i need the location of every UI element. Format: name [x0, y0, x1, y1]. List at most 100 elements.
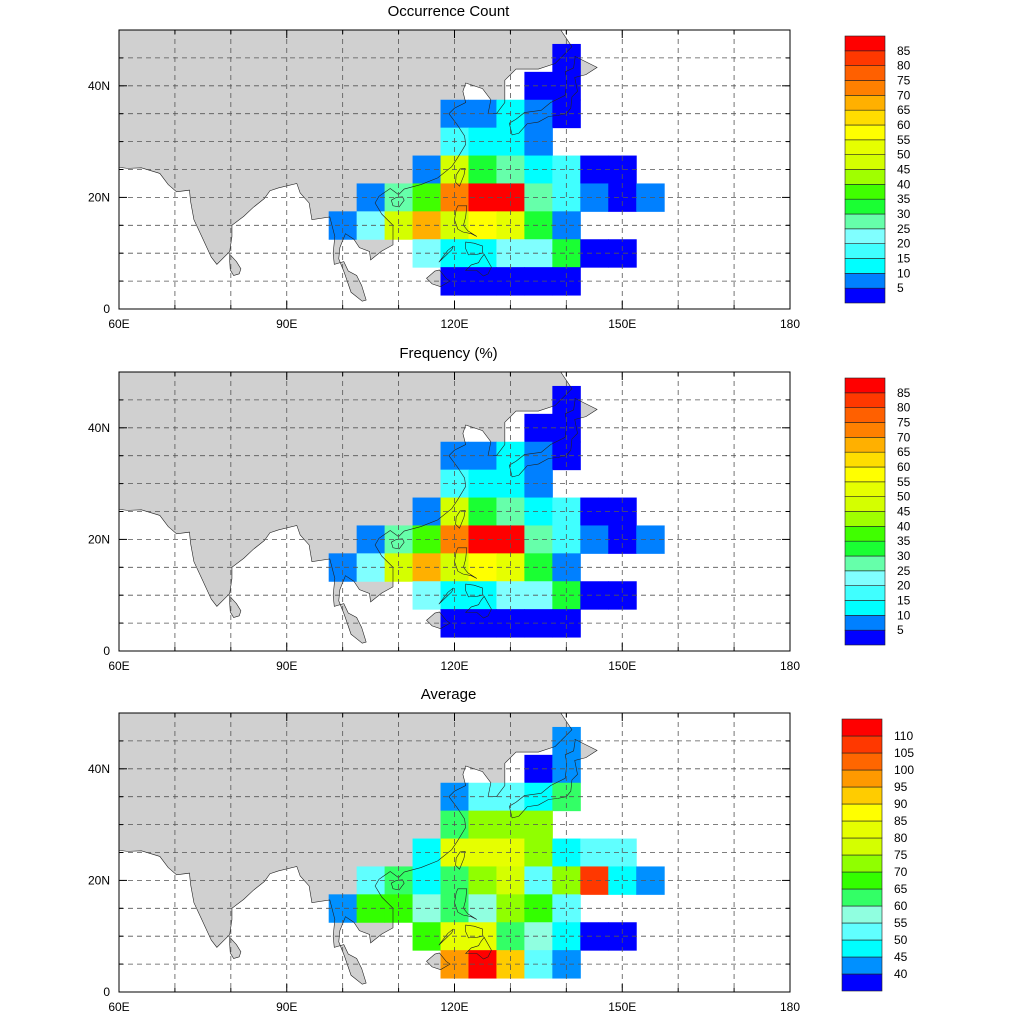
y-tick-label: 0 — [103, 644, 110, 658]
colorbar-label: 65 — [897, 445, 911, 459]
grid-cell — [524, 810, 553, 840]
colorbar-label: 10 — [897, 608, 911, 622]
grid-cell — [552, 267, 581, 296]
grid-cell — [580, 838, 609, 867]
coastline-taiwan — [455, 851, 466, 870]
colorbar-label: 75 — [894, 848, 908, 862]
colorbar-swatch — [844, 198, 886, 215]
grid-cell — [580, 183, 609, 212]
colorbar-swatch — [841, 752, 883, 771]
coastline-mindanao — [464, 253, 492, 277]
colorbar-label: 70 — [897, 430, 911, 444]
coastline-sri-lanka — [229, 253, 242, 276]
colorbar-label: 20 — [897, 237, 911, 251]
colorbar-swatch — [844, 109, 886, 126]
colorbar-swatch — [844, 35, 886, 52]
coastline-mindanao — [464, 595, 492, 619]
grid-cell — [524, 267, 553, 296]
grid-cell — [552, 581, 581, 610]
grid-cell — [524, 922, 553, 951]
colorbar-label: 30 — [897, 549, 911, 563]
land-asia — [119, 372, 572, 644]
colorbar-label: 70 — [894, 865, 908, 879]
colorbar-swatch — [844, 273, 886, 289]
colorbar-label: 25 — [897, 222, 911, 236]
x-tick-label: 150E — [608, 317, 636, 331]
colorbar-label: 70 — [897, 88, 911, 102]
grid-cell — [580, 525, 609, 554]
x-tick-label: 90E — [276, 1000, 297, 1014]
colorbar-swatch — [844, 451, 886, 468]
colorbar-swatch — [844, 615, 886, 631]
land-sri-lanka — [229, 596, 241, 618]
y-tick-label: 20N — [88, 532, 110, 546]
grid-cell — [552, 950, 581, 979]
coastline-luzon — [454, 547, 478, 579]
colorbar-label: 40 — [897, 177, 911, 191]
colorbar-label: 75 — [897, 74, 911, 88]
colorbar-swatch — [841, 922, 883, 941]
colorbar-swatch — [844, 287, 886, 304]
coastline-asia — [118, 712, 573, 985]
colorbar-swatch — [844, 80, 886, 96]
colorbar-label: 45 — [897, 505, 911, 519]
colorbar-label: 50 — [897, 148, 911, 162]
panel-title: Occurrence Count — [388, 3, 511, 20]
grid-cell — [580, 866, 609, 895]
colorbar-label: 40 — [894, 967, 908, 981]
coastline-borneo-n — [426, 952, 451, 971]
grid-cell — [524, 525, 553, 554]
grid-cell — [524, 211, 553, 240]
grid-cell — [552, 239, 581, 268]
colorbar-label: 60 — [894, 899, 908, 913]
colorbar-swatch — [841, 973, 883, 992]
x-tick-label: 150E — [608, 1000, 636, 1014]
colorbar-swatch — [841, 820, 883, 839]
grid-cell — [524, 553, 553, 582]
coastline-hainan — [390, 538, 405, 550]
colorbar-swatch — [841, 939, 883, 958]
colorbar-swatch — [841, 803, 883, 822]
grid-cell — [580, 497, 609, 526]
colorbar-swatch — [844, 243, 886, 259]
coastline-borneo-n — [426, 269, 451, 288]
map-panel-3: 60E 90E 120E 150E 180 0 20N 40N Average 40 45 50 55 6… — [88, 686, 914, 1014]
grid-cell — [524, 894, 553, 923]
y-tick-label: 40N — [88, 79, 110, 93]
y-tick-label: 40N — [88, 421, 110, 435]
colorbar-swatch — [844, 228, 886, 244]
colorbar-swatch — [841, 786, 883, 805]
colorbar-label: 80 — [894, 831, 908, 845]
grid-cell — [524, 155, 553, 184]
colorbar-swatch — [841, 956, 883, 975]
colorbar-swatch — [844, 422, 886, 438]
grid-cell — [524, 950, 553, 979]
colorbar-label: 60 — [897, 118, 911, 132]
x-tick-label: 120E — [440, 659, 468, 673]
grid-cell — [552, 866, 581, 895]
colorbar-swatch — [844, 139, 886, 155]
coastline-palawan — [438, 587, 454, 605]
colorbar-label: 60 — [897, 460, 911, 474]
colorbar-swatch — [844, 526, 886, 542]
land-sri-lanka — [229, 254, 241, 276]
colorbar-label: 85 — [897, 386, 911, 400]
colorbar-swatch — [841, 888, 883, 907]
coastline-palawan — [438, 245, 454, 263]
coastline-mindanao — [464, 936, 492, 960]
colorbar-swatch — [841, 871, 883, 890]
colorbar-swatch — [844, 629, 886, 646]
colorbar-label: 45 — [894, 950, 908, 964]
x-tick-label: 180 — [780, 659, 800, 673]
colorbar-label: 50 — [897, 490, 911, 504]
grid-cell — [580, 581, 609, 610]
grid-cell — [580, 239, 609, 268]
colorbar-label: 105 — [894, 746, 914, 760]
coastline-hainan — [390, 196, 405, 208]
colorbar-swatch — [841, 837, 883, 856]
grid-cell — [608, 525, 637, 554]
y-tick-label: 40N — [88, 762, 110, 776]
colorbar-label: 95 — [894, 780, 908, 794]
colorbar-label: 30 — [897, 207, 911, 221]
